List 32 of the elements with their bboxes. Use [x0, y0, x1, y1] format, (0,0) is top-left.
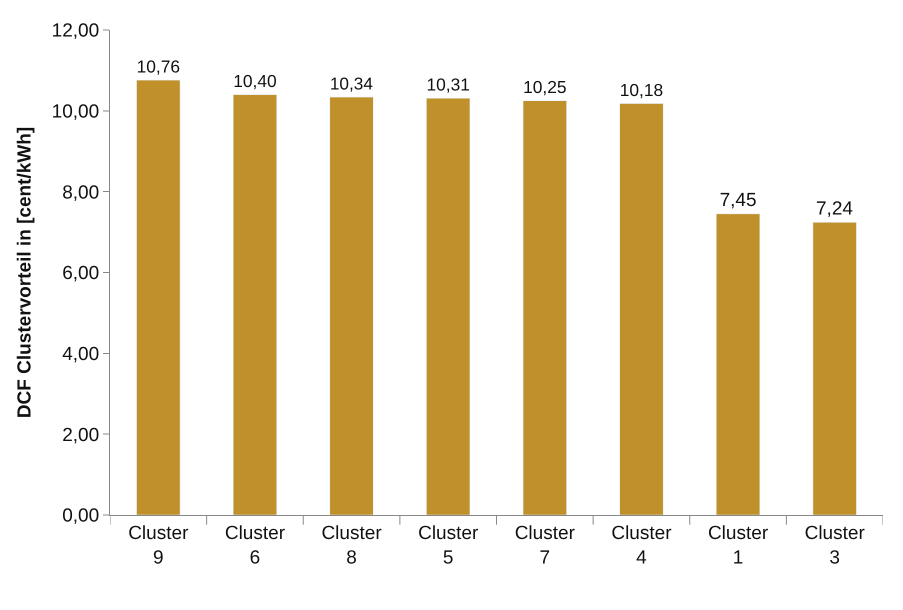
y-tick-label: 10,00 — [52, 101, 100, 122]
x-tick-label: Cluster 5 — [418, 522, 479, 568]
x-tick-label: Cluster 7 — [514, 522, 576, 568]
data-label: 10,18 — [620, 80, 664, 100]
data-label: 10,34 — [330, 74, 374, 94]
x-tick-label: Cluster 6 — [224, 522, 286, 568]
bar — [136, 80, 180, 515]
y-tick-label: 4,00 — [62, 344, 100, 365]
bar — [619, 103, 664, 515]
bar — [522, 100, 567, 515]
y-axis-title: DCF Clustervorteil in [cent/kWh] — [14, 126, 36, 418]
y-tick-label: 0,00 — [62, 506, 100, 527]
data-label: 10,40 — [233, 71, 277, 92]
x-tick-label: Cluster 1 — [708, 522, 769, 568]
bar — [812, 222, 857, 515]
data-label: 10,25 — [523, 77, 567, 98]
data-label: 10,76 — [136, 56, 180, 77]
data-label: 10,31 — [426, 74, 470, 95]
y-tick-label: 8,00 — [62, 182, 100, 204]
bar — [232, 94, 277, 515]
x-tick-label: Cluster 9 — [128, 522, 190, 568]
y-tick-label: 6,00 — [62, 263, 100, 284]
data-label: 7,45 — [720, 190, 757, 211]
bar — [716, 214, 760, 515]
data-label: 7,24 — [816, 198, 854, 220]
bar — [330, 96, 374, 515]
x-tick-label: Cluster 8 — [321, 522, 382, 568]
x-tick-label: Cluster 4 — [611, 522, 672, 568]
y-tick-label: 12,00 — [52, 20, 100, 42]
bar — [426, 98, 470, 515]
y-tick-label: 2,00 — [62, 424, 100, 446]
x-tick-label: Cluster 3 — [804, 522, 866, 568]
